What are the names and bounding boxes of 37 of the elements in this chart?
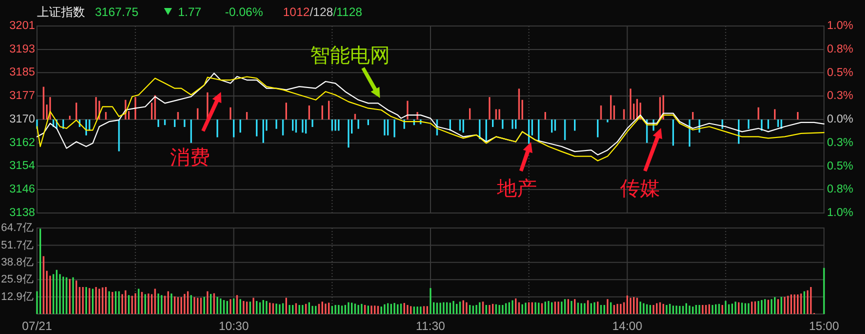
- x-tick-label: 15:00: [808, 319, 840, 333]
- y2-tick-label: 0.3%: [827, 90, 854, 102]
- x-tick-label: 07/21: [22, 319, 52, 333]
- y-tick-label: 51.7亿: [1, 239, 34, 252]
- y2-tick-label: 0.5%: [827, 160, 854, 172]
- text: 1.77: [178, 5, 202, 19]
- y-tick-label: 3162: [9, 136, 35, 149]
- y2-tick-label: 0.3%: [827, 136, 854, 149]
- y2-tick-label: 1.0%: [827, 207, 854, 219]
- y2-tick-label: 0.5%: [827, 66, 854, 79]
- y-tick-label: 3138: [9, 207, 35, 219]
- text: 3167.75: [95, 5, 139, 19]
- y-tick-label: 12.9亿: [1, 290, 34, 303]
- y-tick-label: 3177: [9, 90, 35, 102]
- annotation: 传媒: [620, 176, 660, 200]
- text: -0.06%: [225, 5, 264, 19]
- chart-title: 上证指数: [37, 5, 85, 19]
- y-tick-label: 3193: [9, 43, 35, 56]
- y-tick-label: 3170: [9, 114, 35, 126]
- annotation: 地产: [496, 176, 537, 200]
- y-tick-label: 38.8亿: [1, 256, 34, 268]
- y2-tick-label: 0.8%: [827, 43, 854, 56]
- y-tick-label: 25.9亿: [1, 274, 34, 286]
- y-tick-label: 3146: [9, 184, 35, 196]
- y2-tick-label: 0.8%: [827, 184, 854, 196]
- text: 1012/128/1128: [283, 5, 363, 19]
- y2-tick-label: 1.0%: [827, 20, 854, 32]
- x-tick-label: 11:30: [416, 319, 446, 333]
- y2-tick-label: 0.0%: [827, 114, 854, 126]
- x-tick-label: 10:30: [218, 319, 250, 333]
- annotation: 消费: [170, 145, 210, 169]
- y-tick-label: 3185: [9, 66, 35, 79]
- annotation: 智能电网: [310, 43, 390, 67]
- x-tick-label: 14:00: [612, 319, 643, 333]
- y-tick-label: 64.7亿: [1, 222, 34, 234]
- y-tick-label: 3201: [9, 20, 35, 32]
- y-tick-label: 3154: [9, 160, 36, 172]
